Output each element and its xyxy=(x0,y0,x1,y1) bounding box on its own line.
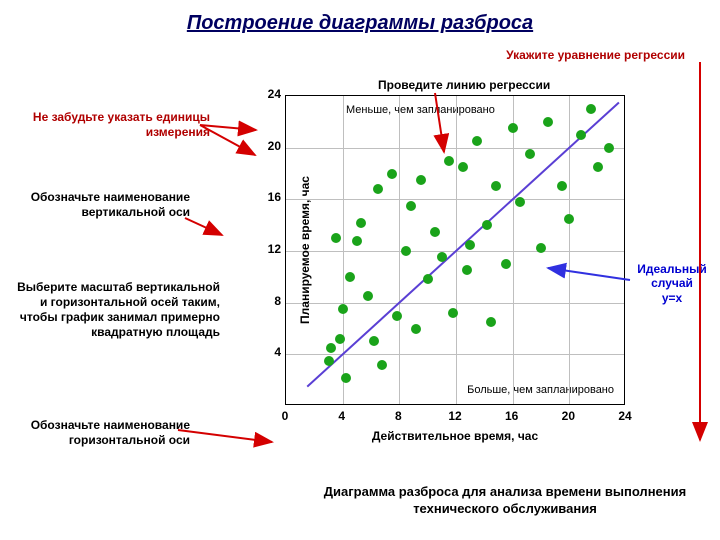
scatter-point xyxy=(377,360,387,370)
y-tick-label: 16 xyxy=(253,190,281,204)
regression-line-svg xyxy=(286,96,626,406)
scatter-point xyxy=(430,227,440,237)
y-axis-label: Планируемое время, час xyxy=(298,176,312,324)
chart-caption: Диаграмма разброса для анализа времени в… xyxy=(305,484,705,518)
scatter-point xyxy=(501,259,511,269)
x-tick-label: 0 xyxy=(265,409,305,423)
x-tick-label: 16 xyxy=(492,409,532,423)
scatter-point xyxy=(387,169,397,179)
annotation-units: Не забудьте указать единицы измерения xyxy=(30,110,210,140)
ideal-line1: Идеальный случай xyxy=(637,262,706,290)
scatter-point xyxy=(411,324,421,334)
x-tick-label: 24 xyxy=(605,409,645,423)
scatter-point xyxy=(338,304,348,314)
annotation-arrow xyxy=(185,218,222,235)
x-tick-label: 4 xyxy=(322,409,362,423)
scatter-point xyxy=(324,356,334,366)
y-tick-label: 12 xyxy=(253,242,281,256)
scatter-point xyxy=(352,236,362,246)
y-tick-label: 24 xyxy=(253,87,281,101)
scatter-point xyxy=(586,104,596,114)
scatter-point xyxy=(416,175,426,185)
annotation-regression-line: Проведите линию регрессии xyxy=(378,78,550,93)
annotation-arrow xyxy=(178,430,272,442)
scatter-point xyxy=(465,240,475,250)
ideal-case-label: Идеальный случай y=x xyxy=(632,262,712,305)
scatter-point xyxy=(444,156,454,166)
y-tick-label: 8 xyxy=(253,294,281,308)
scatter-point xyxy=(356,218,366,228)
plot-area: Меньше, чем запланировано Больше, чем за… xyxy=(285,95,625,405)
scatter-chart: Меньше, чем запланировано Больше, чем за… xyxy=(285,95,625,405)
scatter-point xyxy=(406,201,416,211)
scatter-point xyxy=(341,373,351,383)
x-tick-label: 20 xyxy=(548,409,588,423)
page-title: Построение диаграммы разброса xyxy=(0,12,720,35)
scatter-point xyxy=(392,311,402,321)
scatter-point xyxy=(335,334,345,344)
annotation-xaxis: Обозначьте наименование горизонтальной о… xyxy=(20,418,190,448)
y-tick-label: 4 xyxy=(253,345,281,359)
scatter-point xyxy=(331,233,341,243)
scatter-point xyxy=(564,214,574,224)
annotation-regression-eq: Укажите уравнение регрессии xyxy=(506,48,685,63)
scatter-point xyxy=(515,197,525,207)
ideal-line2: y=x xyxy=(662,291,682,305)
scatter-point xyxy=(543,117,553,127)
x-tick-label: 12 xyxy=(435,409,475,423)
annotation-yaxis: Обозначьте наименование вертикальной оси xyxy=(30,190,190,220)
scatter-point xyxy=(593,162,603,172)
scatter-point xyxy=(576,130,586,140)
annotation-scale: Выберите масштаб вертикальной и горизонт… xyxy=(10,280,220,340)
x-tick-label: 8 xyxy=(378,409,418,423)
scatter-point xyxy=(525,149,535,159)
scatter-point xyxy=(604,143,614,153)
scatter-point xyxy=(508,123,518,133)
y-tick-label: 20 xyxy=(253,139,281,153)
scatter-point xyxy=(345,272,355,282)
x-axis-label: Действительное время, час xyxy=(285,429,625,443)
